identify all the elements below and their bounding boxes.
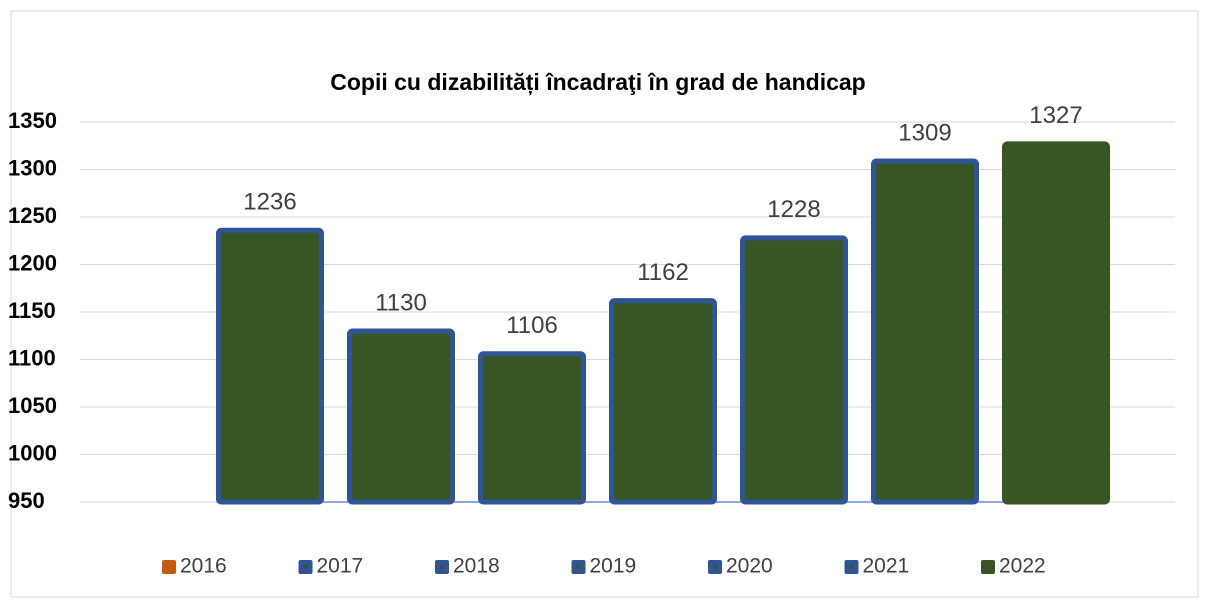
y-tick-label: 1150 — [8, 298, 56, 323]
data-label: 1106 — [506, 312, 558, 339]
y-tick-label: 1200 — [8, 250, 57, 275]
legend-swatch-dot — [576, 565, 581, 569]
data-label: 1236 — [243, 189, 296, 216]
y-tick-label: 950 — [8, 488, 45, 513]
y-tick-label: 1100 — [8, 345, 56, 370]
legend-swatch — [162, 560, 176, 574]
bar — [609, 298, 717, 505]
legend-swatch-dot — [713, 565, 717, 569]
bar — [1002, 141, 1110, 505]
legend-label: 2020 — [726, 555, 773, 578]
legend-label: 2016 — [180, 555, 227, 578]
legend-label: 2018 — [453, 555, 500, 578]
bar — [478, 351, 586, 505]
y-tick-label: 1250 — [8, 203, 57, 228]
data-label: 1327 — [1029, 102, 1082, 129]
bar — [740, 235, 848, 505]
data-label: 1228 — [767, 196, 820, 223]
legend-swatch-dot — [303, 565, 308, 569]
legend-label: 2021 — [863, 555, 910, 578]
y-tick-label: 1300 — [8, 155, 57, 180]
legend-label: 2017 — [317, 555, 364, 578]
bar — [347, 328, 455, 505]
data-label: 1309 — [898, 119, 951, 146]
data-label: 1162 — [637, 259, 689, 286]
y-tick-label: 1350 — [8, 108, 57, 133]
legend-swatch-dot — [849, 565, 854, 569]
y-tick-label: 1000 — [8, 440, 57, 465]
legend-label: 2019 — [590, 555, 637, 578]
bar — [871, 158, 979, 505]
chart-frame — [10, 10, 1199, 598]
chart-title: Copii cu dizabilități încadraţi în grad … — [330, 69, 865, 96]
legend-swatch — [981, 560, 995, 574]
bar — [216, 227, 324, 505]
data-label: 1130 — [375, 289, 427, 316]
y-tick-label: 1050 — [8, 393, 57, 418]
legend-swatch-dot — [440, 565, 444, 569]
legend-label: 2022 — [999, 555, 1046, 578]
